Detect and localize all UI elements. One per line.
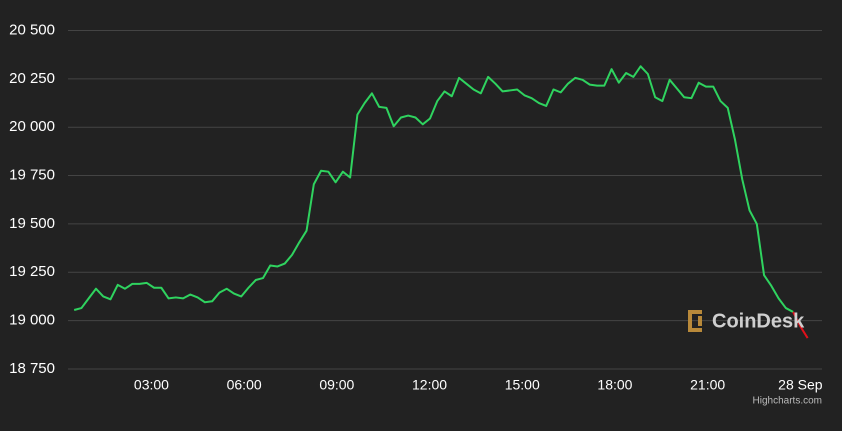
x-tick-label: 15:00: [505, 377, 540, 393]
y-tick-label: 19 500: [9, 215, 55, 232]
x-tick-label: 09:00: [319, 377, 354, 393]
x-tick-label: 06:00: [227, 377, 262, 393]
y-tick-label: 19 750: [9, 167, 55, 184]
x-tick-label: 03:00: [134, 377, 169, 393]
watermark-logo: [688, 310, 702, 332]
x-tick-label: 21:00: [690, 377, 725, 393]
watermark: CoinDesk: [712, 310, 805, 332]
x-tick-label: 28 Sep: [778, 377, 823, 393]
price-line: [73, 65, 794, 313]
price-line: [792, 311, 809, 339]
y-tick-label: 19 000: [9, 312, 55, 329]
credits: Highcharts.com: [753, 396, 822, 407]
y-tick-label: 20 250: [9, 70, 55, 87]
y-tick-label: 19 250: [9, 263, 55, 280]
y-tick-label: 18 750: [9, 360, 55, 377]
x-tick-label: 18:00: [597, 377, 632, 393]
y-tick-label: 20 000: [9, 118, 55, 135]
x-tick-label: 12:00: [412, 377, 447, 393]
y-tick-label: 20 500: [9, 21, 55, 38]
